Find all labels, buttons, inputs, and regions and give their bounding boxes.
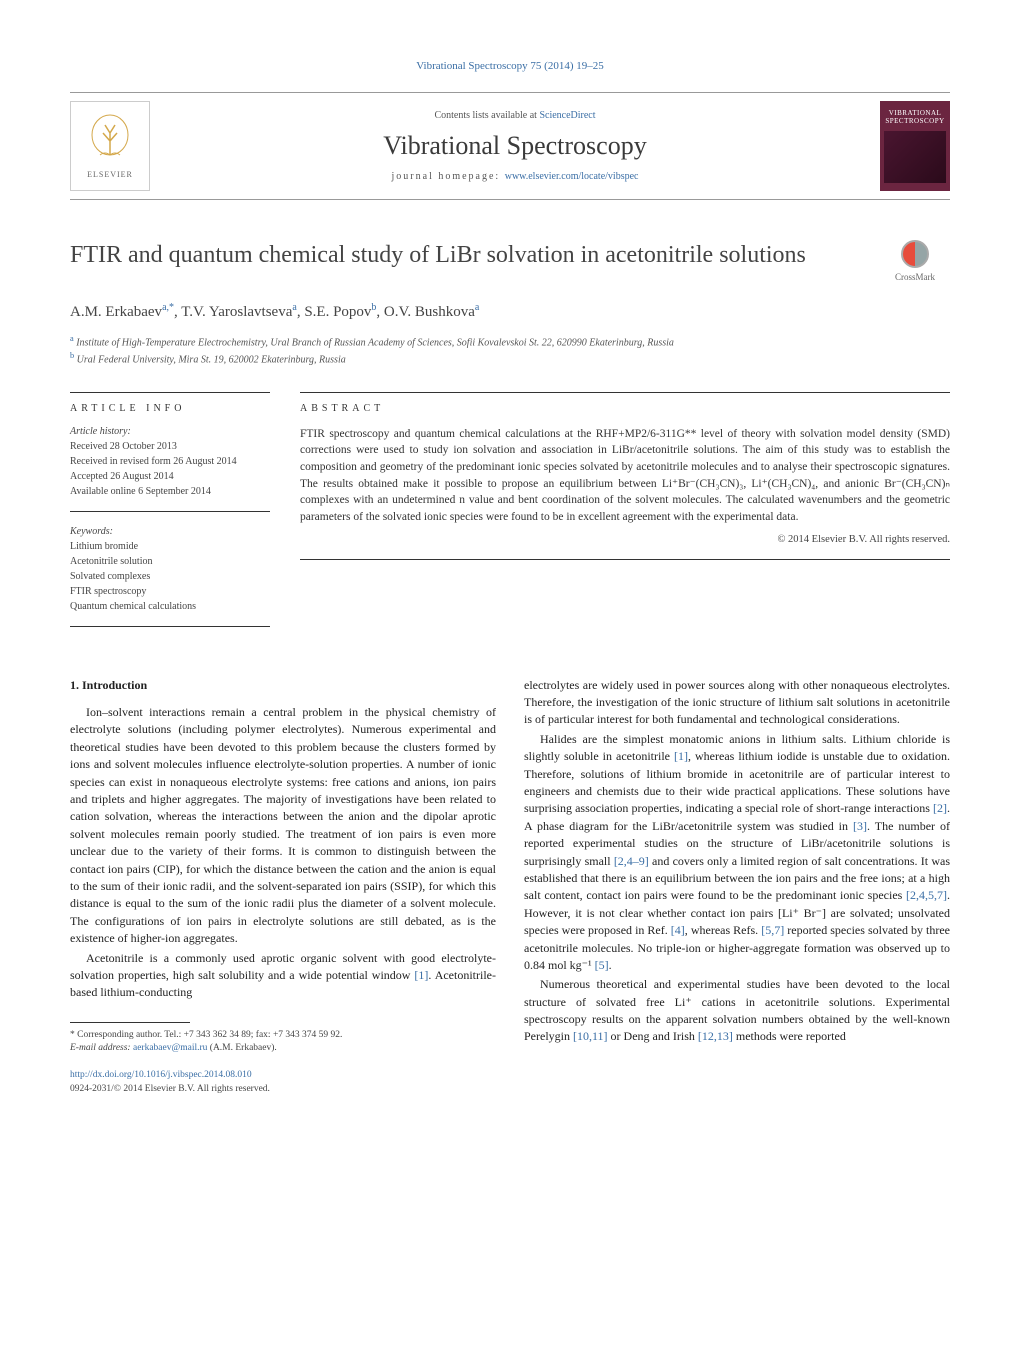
history-line: Received in revised form 26 August 2014 <box>70 454 270 469</box>
history-line: Available online 6 September 2014 <box>70 484 270 499</box>
abstract: ABSTRACT FTIR spectroscopy and quantum c… <box>300 392 950 641</box>
elsevier-logo[interactable]: ELSEVIER <box>70 101 150 191</box>
copyright: © 2014 Elsevier B.V. All rights reserved… <box>300 532 950 547</box>
right-column: electrolytes are widely used in power so… <box>524 677 950 1097</box>
article-info-heading: ARTICLE INFO <box>70 403 270 414</box>
crossmark-icon <box>901 240 929 268</box>
history-label: Article history: <box>70 426 270 437</box>
email-link[interactable]: aerkabaev@mail.ru <box>133 1043 207 1053</box>
body-columns: 1. Introduction Ion–solvent interactions… <box>70 677 950 1097</box>
history-line: Received 28 October 2013 <box>70 439 270 454</box>
journal-name: Vibrational Spectroscopy <box>150 131 880 161</box>
footer-meta: http://dx.doi.org/10.1016/j.vibspec.2014… <box>70 1069 496 1097</box>
elsevier-tree-icon <box>85 113 135 168</box>
keywords-label: Keywords: <box>70 526 270 537</box>
affiliation-b: b Ural Federal University, Mira St. 19, … <box>70 350 950 367</box>
body-paragraph: electrolytes are widely used in power so… <box>524 677 950 729</box>
keyword: FTIR spectroscopy <box>70 584 270 599</box>
elsevier-label: ELSEVIER <box>87 170 133 179</box>
email-label: E-mail address: <box>70 1043 133 1053</box>
footnote-email-line: E-mail address: aerkabaev@mail.ru (A.M. … <box>70 1042 496 1055</box>
journal-cover-thumbnail[interactable]: VIBRATIONAL SPECTROSCOPY <box>880 101 950 191</box>
section-heading-intro: 1. Introduction <box>70 677 496 694</box>
contents-text: Contents lists available at <box>434 110 539 121</box>
abstract-text: FTIR spectroscopy and quantum chemical c… <box>300 426 950 560</box>
keyword: Lithium bromide <box>70 539 270 554</box>
abstract-heading: ABSTRACT <box>300 403 950 414</box>
email-tail: (A.M. Erkabaev). <box>207 1043 276 1053</box>
keyword: Quantum chemical calculations <box>70 599 270 614</box>
journal-header: ELSEVIER Contents lists available at Sci… <box>70 92 950 200</box>
homepage-line: journal homepage: www.elsevier.com/locat… <box>150 171 880 182</box>
body-paragraph: Ion–solvent interactions remain a centra… <box>70 704 496 947</box>
contents-line: Contents lists available at ScienceDirec… <box>150 110 880 121</box>
keyword: Solvated complexes <box>70 569 270 584</box>
footnote-separator <box>70 1022 190 1023</box>
history-line: Accepted 26 August 2014 <box>70 469 270 484</box>
footnote-corr: * Corresponding author. Tel.: +7 343 362… <box>70 1029 496 1042</box>
cover-title: VIBRATIONAL SPECTROSCOPY <box>884 109 946 125</box>
article-title: FTIR and quantum chemical study of LiBr … <box>70 240 880 271</box>
doi-link[interactable]: http://dx.doi.org/10.1016/j.vibspec.2014… <box>70 1069 496 1083</box>
affiliations: a Institute of High-Temperature Electroc… <box>70 333 950 368</box>
body-paragraph: Acetonitrile is a commonly used aprotic … <box>70 950 496 1002</box>
body-paragraph: Halides are the simplest monatomic anion… <box>524 731 950 974</box>
top-citation[interactable]: Vibrational Spectroscopy 75 (2014) 19–25 <box>70 60 950 72</box>
cover-image <box>884 131 946 183</box>
article-info: ARTICLE INFO Article history: Received 2… <box>70 392 270 641</box>
keyword: Acetonitrile solution <box>70 554 270 569</box>
authors: A.M. Erkabaeva,*, T.V. Yaroslavtsevaa, S… <box>70 302 950 321</box>
affiliation-a: a Institute of High-Temperature Electroc… <box>70 333 950 350</box>
left-column: 1. Introduction Ion–solvent interactions… <box>70 677 496 1097</box>
body-paragraph: Numerous theoretical and experimental st… <box>524 976 950 1046</box>
homepage-url[interactable]: www.elsevier.com/locate/vibspec <box>505 171 639 182</box>
issn-line: 0924-2031/© 2014 Elsevier B.V. All right… <box>70 1083 496 1097</box>
corresponding-author-footnote: * Corresponding author. Tel.: +7 343 362… <box>70 1029 496 1056</box>
crossmark-label: CrossMark <box>895 272 935 282</box>
sciencedirect-link[interactable]: ScienceDirect <box>539 110 595 121</box>
crossmark-badge[interactable]: CrossMark <box>880 240 950 282</box>
homepage-label: journal homepage: <box>392 171 505 182</box>
